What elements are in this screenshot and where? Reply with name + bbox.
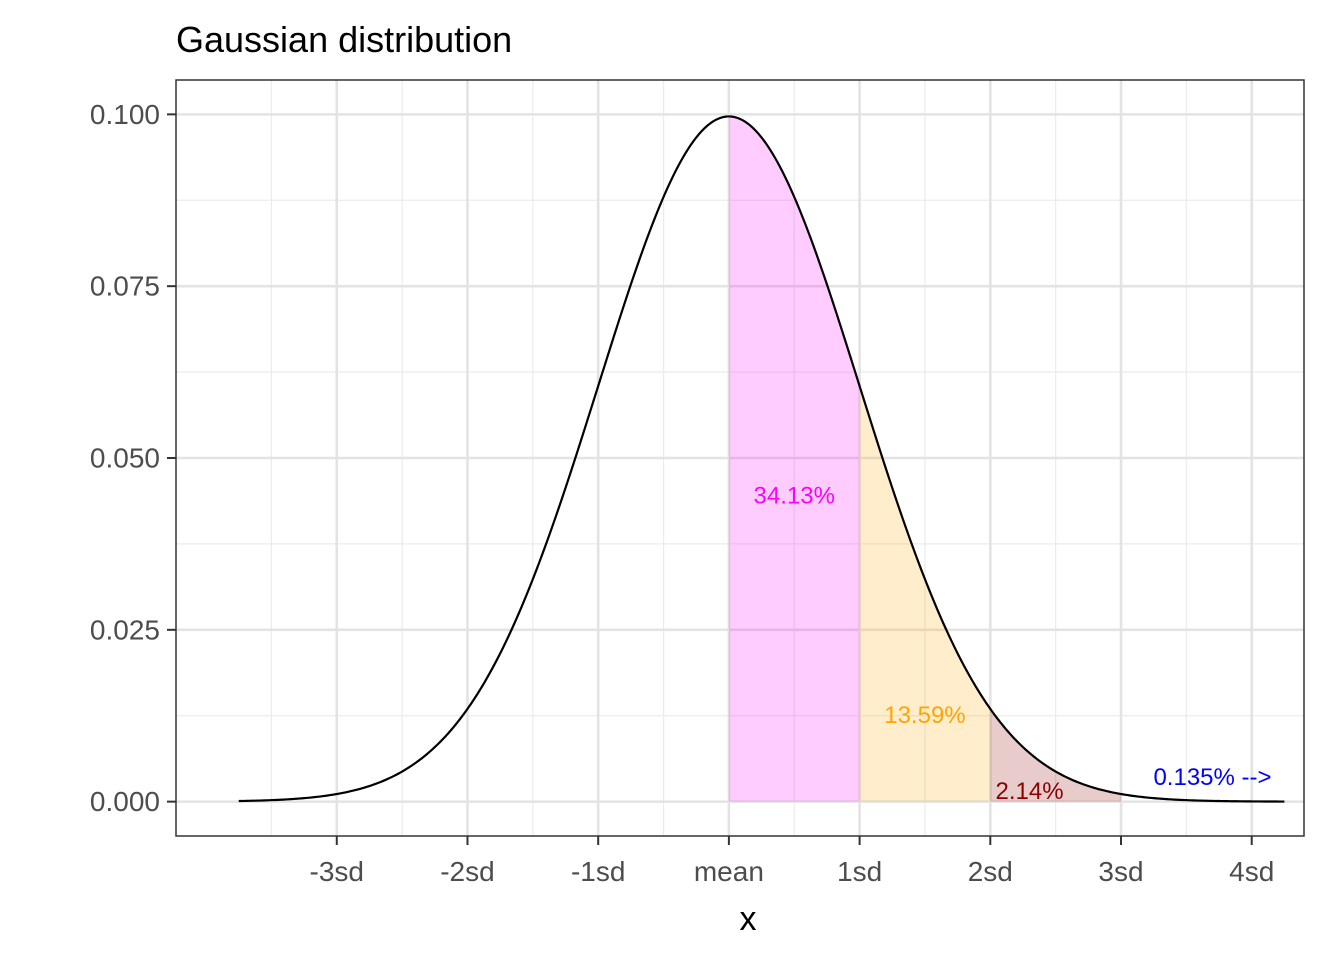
- curve-layer: [238, 115, 1285, 803]
- y-tick-label: 0.100: [90, 99, 160, 130]
- annotation-label: 0.135% -->: [1153, 764, 1271, 791]
- x-axis-title: x: [740, 900, 757, 938]
- y-tick-label: 0.075: [90, 271, 160, 302]
- chart-title: Gaussian distribution: [176, 19, 512, 60]
- x-tick-label: 1sd: [837, 856, 882, 887]
- annotation-label: 13.59%: [884, 702, 965, 729]
- y-axis: 0.000 0.025 0.050 0.075 0.100: [90, 99, 176, 817]
- y-tick-label: 0.000: [90, 786, 160, 817]
- x-tick-label: -1sd: [571, 856, 625, 887]
- x-tick-label: -3sd: [310, 856, 364, 887]
- shaded-region: [728, 116, 860, 802]
- density-curve: [238, 115, 1285, 803]
- x-tick-label: 3sd: [1098, 856, 1143, 887]
- annotations: 34.13% 13.59% 2.14% 0.135% -->: [754, 482, 1272, 805]
- x-tick-label: 4sd: [1229, 856, 1274, 887]
- shaded-region: [990, 708, 1122, 802]
- y-tick-label: 0.025: [90, 614, 160, 645]
- annotation-label: 2.14%: [995, 778, 1063, 805]
- x-axis: -3sd -2sd -1sd mean 1sd 2sd 3sd 4sd: [310, 836, 1274, 887]
- x-tick-label: mean: [694, 856, 764, 887]
- x-tick-label: 2sd: [968, 856, 1013, 887]
- annotation-label: 34.13%: [754, 482, 835, 509]
- x-tick-label: -2sd: [440, 856, 494, 887]
- y-tick-label: 0.050: [90, 443, 160, 474]
